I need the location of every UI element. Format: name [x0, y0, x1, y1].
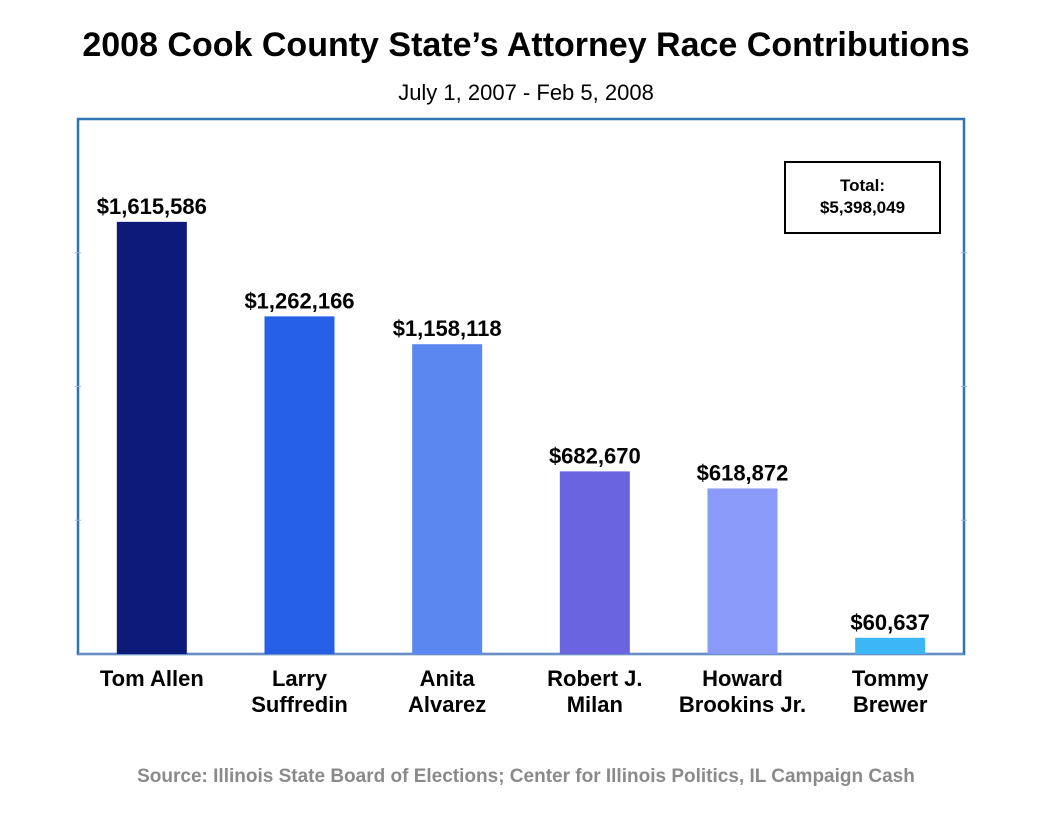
total-annotation-box: Total: $5,398,049 [784, 161, 941, 234]
category-labels-group: Tom Allen Larry Suffredin Anita Alvarez Rober… [100, 666, 929, 717]
chart-title: 2008 Cook County State’s Attorney Race C… [82, 26, 970, 64]
bar [559, 471, 630, 654]
total-label: Total: [839, 176, 885, 195]
bar-value-label: $1,262,166 [244, 288, 354, 313]
bars-group [116, 221, 926, 654]
bar-value-label: $1,615,586 [97, 194, 207, 219]
bar-value-label: $60,637 [850, 610, 930, 635]
source-note: Source: Illinois State Board of Election… [137, 766, 915, 787]
bar-value-label: $682,670 [549, 443, 641, 468]
total-value: $5,398,049 [819, 198, 906, 217]
bar [412, 344, 483, 654]
bar-value-label: $1,158,118 [393, 316, 502, 341]
category-label: Robert J. Milan [547, 666, 642, 717]
bar-value-label: $618,872 [697, 460, 789, 485]
bar [116, 221, 187, 654]
bar [855, 637, 926, 654]
value-labels-group: $1,615,586 $1,262,166 $1,158,118 $682,670 $6… [97, 194, 930, 635]
category-label: Tommy Brewer [852, 666, 929, 717]
category-label: Larry Suffredin [251, 666, 348, 717]
plot-frame-group [75, 117, 967, 656]
bar [707, 488, 778, 654]
category-label: Anita Alvarez [408, 666, 486, 717]
bar [264, 316, 335, 654]
chart-subtitle: July 1, 2007 - Feb 5, 2008 [398, 80, 654, 105]
category-label: Tom Allen [100, 666, 204, 691]
category-label: Howard Brookins Jr. [679, 666, 806, 717]
